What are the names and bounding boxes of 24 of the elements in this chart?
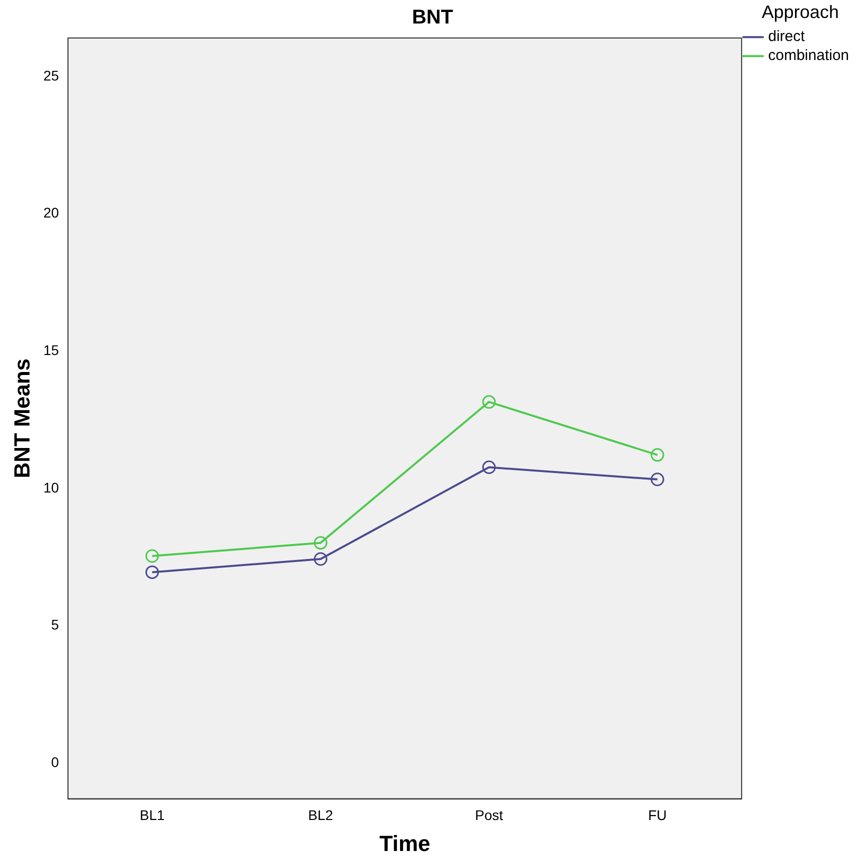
- point: [482, 460, 496, 474]
- y-tick-label: 15: [43, 342, 60, 358]
- x-axis-title: Time: [379, 830, 430, 856]
- point: [314, 536, 328, 550]
- x-tick-label: BL1: [140, 807, 165, 824]
- point: [482, 395, 496, 409]
- legend-label: combination: [768, 47, 850, 64]
- y-axis-title: BNT Means: [9, 358, 34, 478]
- x-tick-label: FU: [648, 807, 667, 824]
- point: [314, 552, 328, 566]
- x-tick-label: BL2: [308, 807, 334, 824]
- point: [650, 448, 664, 462]
- legend-title: Approach: [762, 2, 839, 22]
- y-tick-label: 5: [51, 616, 60, 633]
- y-tick-label: 20: [43, 204, 60, 221]
- y-tick-label: 10: [43, 479, 60, 496]
- point: [145, 549, 159, 563]
- x-tick-label: Post: [474, 807, 504, 824]
- point: [650, 472, 664, 486]
- chart-title: BNT: [412, 6, 454, 29]
- y-tick-label: 25: [43, 67, 60, 84]
- point: [145, 565, 159, 579]
- y-tick-label: 0: [51, 754, 60, 770]
- legend-label: direct: [768, 28, 806, 46]
